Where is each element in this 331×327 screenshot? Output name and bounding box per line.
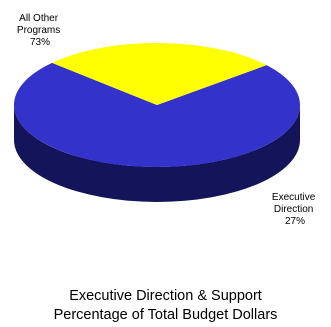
slice-label-executive-direction: Executive Direction 27% <box>272 192 318 227</box>
pie-slice-all-other-programs <box>13 62 300 168</box>
slice-label-all-other-programs: All Other Programs 73% <box>17 13 63 48</box>
pie-slice-executive-direction <box>52 43 267 105</box>
slice-label-all-other-programs-line-1: All Other <box>19 13 59 24</box>
slice-value-executive-direction: 27% <box>285 216 305 227</box>
chart-title-line-2: Percentage of Total Budget Dollars <box>53 307 278 323</box>
slice-value-all-other-programs: 73% <box>30 37 50 48</box>
slice-label-executive-direction-line-1: Executive <box>272 192 316 203</box>
pie-top <box>13 43 300 168</box>
chart-title-line-1: Executive Direction & Support <box>69 288 262 304</box>
slice-label-all-other-programs-line-2: Programs <box>17 25 60 36</box>
pie-side-all-other-programs <box>14 105 300 202</box>
slice-label-executive-direction-line-2: Direction <box>274 204 313 215</box>
pie-depth <box>14 105 300 202</box>
